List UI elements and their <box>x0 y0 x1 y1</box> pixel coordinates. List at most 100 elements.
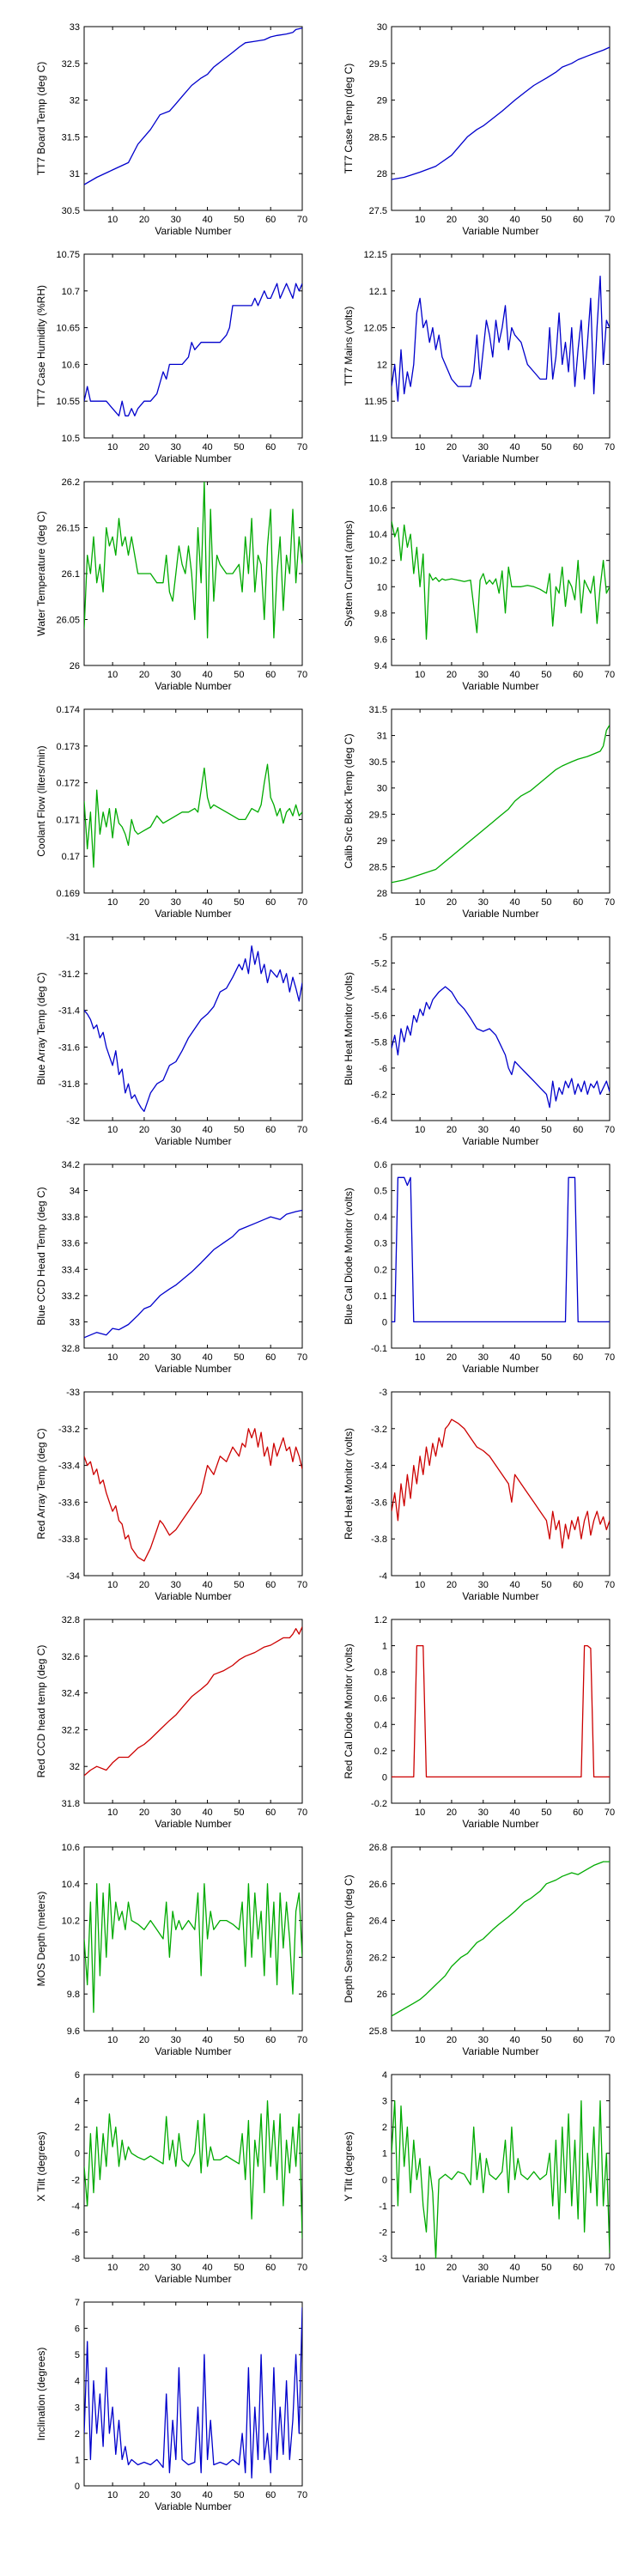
y-axis-label: Red CCD head temp (deg C) <box>35 1645 47 1778</box>
chart-panel-12: 10 20 30 40 50 60 70 -0.1 0 0.1 0.2 0.3 0.4 0.5 0.6 Var… <box>343 1160 615 1375</box>
x-tick-label: 60 <box>265 442 276 453</box>
y-tick-label: -34 <box>66 1571 80 1582</box>
x-tick-label: 20 <box>139 2263 149 2273</box>
x-axis-label: Variable Number <box>155 225 231 237</box>
y-tick-label: 33.8 <box>62 1212 80 1223</box>
y-tick-label: 9.6 <box>67 2026 80 2037</box>
y-axis-label: TT7 Case Humidity (%RH) <box>35 285 47 407</box>
y-tick-label: 28.5 <box>369 132 387 143</box>
x-tick-label: 50 <box>541 2263 551 2273</box>
y-axis-label: Red Cal Diode Monitor (volts) <box>343 1643 355 1778</box>
y-tick-label: 32.2 <box>62 1725 80 1735</box>
plot-frame <box>83 2074 303 2259</box>
y-tick-label: 0.1 <box>374 1291 387 1302</box>
y-tick-label: 26.15 <box>56 524 80 534</box>
y-tick-label: 2 <box>382 2123 387 2133</box>
plot-frame <box>83 2301 303 2487</box>
x-tick-label: 50 <box>234 897 244 908</box>
x-tick-label: 70 <box>297 442 307 453</box>
x-tick-label: 40 <box>509 897 519 908</box>
chart-panel-2: 10 20 30 40 50 60 7027.52828.52929.530Variable… <box>343 22 615 237</box>
y-tick-label: -31.6 <box>58 1042 80 1053</box>
x-tick-label: 50 <box>541 1807 551 1818</box>
y-tick-label: 12.05 <box>363 324 387 334</box>
y-tick-label: -3.6 <box>371 1498 387 1508</box>
y-tick-label: 10 <box>377 582 387 592</box>
x-axis-label: Variable Number <box>462 225 538 237</box>
y-tick-label: 26.2 <box>62 477 80 488</box>
chart-panel-16: 10 20 30 40 50 60 70 -0.2 0 0.2 0.4 0.6 0.8 1 1.2 Varia… <box>343 1615 615 1830</box>
x-tick-label: 70 <box>297 215 307 225</box>
x-tick-label: 10 <box>107 2263 118 2273</box>
y-tick-label: 12 <box>377 360 387 370</box>
x-tick-label: 30 <box>171 2263 181 2273</box>
y-tick-label: 0.8 <box>374 1668 387 1678</box>
x-tick-label: 60 <box>573 1807 583 1818</box>
y-axis-label: TT7 Mains (volts) <box>343 307 355 386</box>
plot-frame <box>391 1163 611 1349</box>
x-tick-label: 10 <box>107 1807 118 1818</box>
x-tick-label: 70 <box>297 2263 307 2273</box>
x-tick-label: 20 <box>447 1352 457 1363</box>
y-tick-label: 33 <box>70 22 80 33</box>
y-tick-label: 0 <box>382 1317 387 1327</box>
chart-panel-8: 10 20 30 40 50 60 70 28 28.5 29 29.5 30 30.5 31 31.5 Va… <box>343 705 615 920</box>
x-tick-label: 10 <box>107 442 118 453</box>
y-tick-label: 0.3 <box>374 1239 387 1249</box>
x-axis-label: Variable Number <box>462 2273 538 2285</box>
plot-frame <box>83 481 303 666</box>
y-tick-label: -32 <box>66 1116 80 1127</box>
y-tick-label: -31 <box>66 933 80 943</box>
y-tick-label: 26.1 <box>62 569 80 580</box>
y-tick-label: 10.6 <box>369 504 387 514</box>
x-axis-label: Variable Number <box>155 453 231 465</box>
y-tick-label: -5 <box>379 933 387 943</box>
x-tick-label: 40 <box>202 897 212 908</box>
y-tick-label: 10.6 <box>62 360 80 370</box>
x-tick-label: 30 <box>478 1352 489 1363</box>
x-tick-label: 20 <box>139 670 149 680</box>
x-tick-label: 50 <box>234 2035 244 2045</box>
y-tick-label: 0.5 <box>374 1187 387 1197</box>
y-tick-label: 0.174 <box>56 705 80 715</box>
x-tick-label: 30 <box>171 442 181 453</box>
chart-panel-5: 10 20 30 40 50 60 70 26 26.05 26.1 26.15 26.2 Variab… <box>35 477 307 692</box>
x-tick-label: 50 <box>541 1125 551 1135</box>
x-tick-label: 60 <box>265 215 276 225</box>
y-tick-label: 31.5 <box>62 132 80 143</box>
x-tick-label: 60 <box>265 2263 276 2273</box>
x-tick-label: 60 <box>573 670 583 680</box>
y-tick-label: 4 <box>75 2377 80 2387</box>
y-tick-label: 30 <box>377 784 387 794</box>
series-line-1 <box>392 46 610 180</box>
x-tick-label: 50 <box>234 1352 244 1363</box>
series-line-1 <box>392 724 610 884</box>
x-tick-label: 10 <box>107 215 118 225</box>
x-axis-label: Variable Number <box>462 2045 538 2057</box>
y-tick-label: 34.2 <box>62 1160 80 1170</box>
y-tick-label: 0 <box>75 2149 80 2160</box>
x-tick-label: 70 <box>605 670 615 680</box>
x-tick-label: 40 <box>202 442 212 453</box>
plot-frame <box>391 1619 611 1804</box>
x-tick-label: 20 <box>447 442 457 453</box>
x-tick-label: 60 <box>573 442 583 453</box>
chart-panel-21: 10 20 30 40 50 60 70 0 1 2 3 4 5 6 7 Variable Number Inc… <box>35 2298 307 2512</box>
plot-frame <box>391 253 611 439</box>
y-tick-label: 28 <box>377 889 387 899</box>
x-tick-label: 30 <box>171 670 181 680</box>
x-tick-label: 70 <box>297 1125 307 1135</box>
y-tick-label: -2 <box>71 2175 80 2185</box>
x-tick-label: 40 <box>509 670 519 680</box>
x-tick-label: 20 <box>139 442 149 453</box>
y-tick-label: 29 <box>377 836 387 847</box>
y-tick-label: 10.4 <box>369 530 387 540</box>
y-tick-label: 1.2 <box>374 1615 387 1625</box>
y-tick-label: 33.6 <box>62 1239 80 1249</box>
series-line-1 <box>84 2307 302 2479</box>
x-tick-label: 60 <box>265 2490 276 2500</box>
y-tick-label: 29.5 <box>369 810 387 820</box>
chart-panel-20: 10 20 30 40 50 60 70 -3 -2 -1 0 1 2 3 4 Variable Number… <box>343 2070 615 2285</box>
